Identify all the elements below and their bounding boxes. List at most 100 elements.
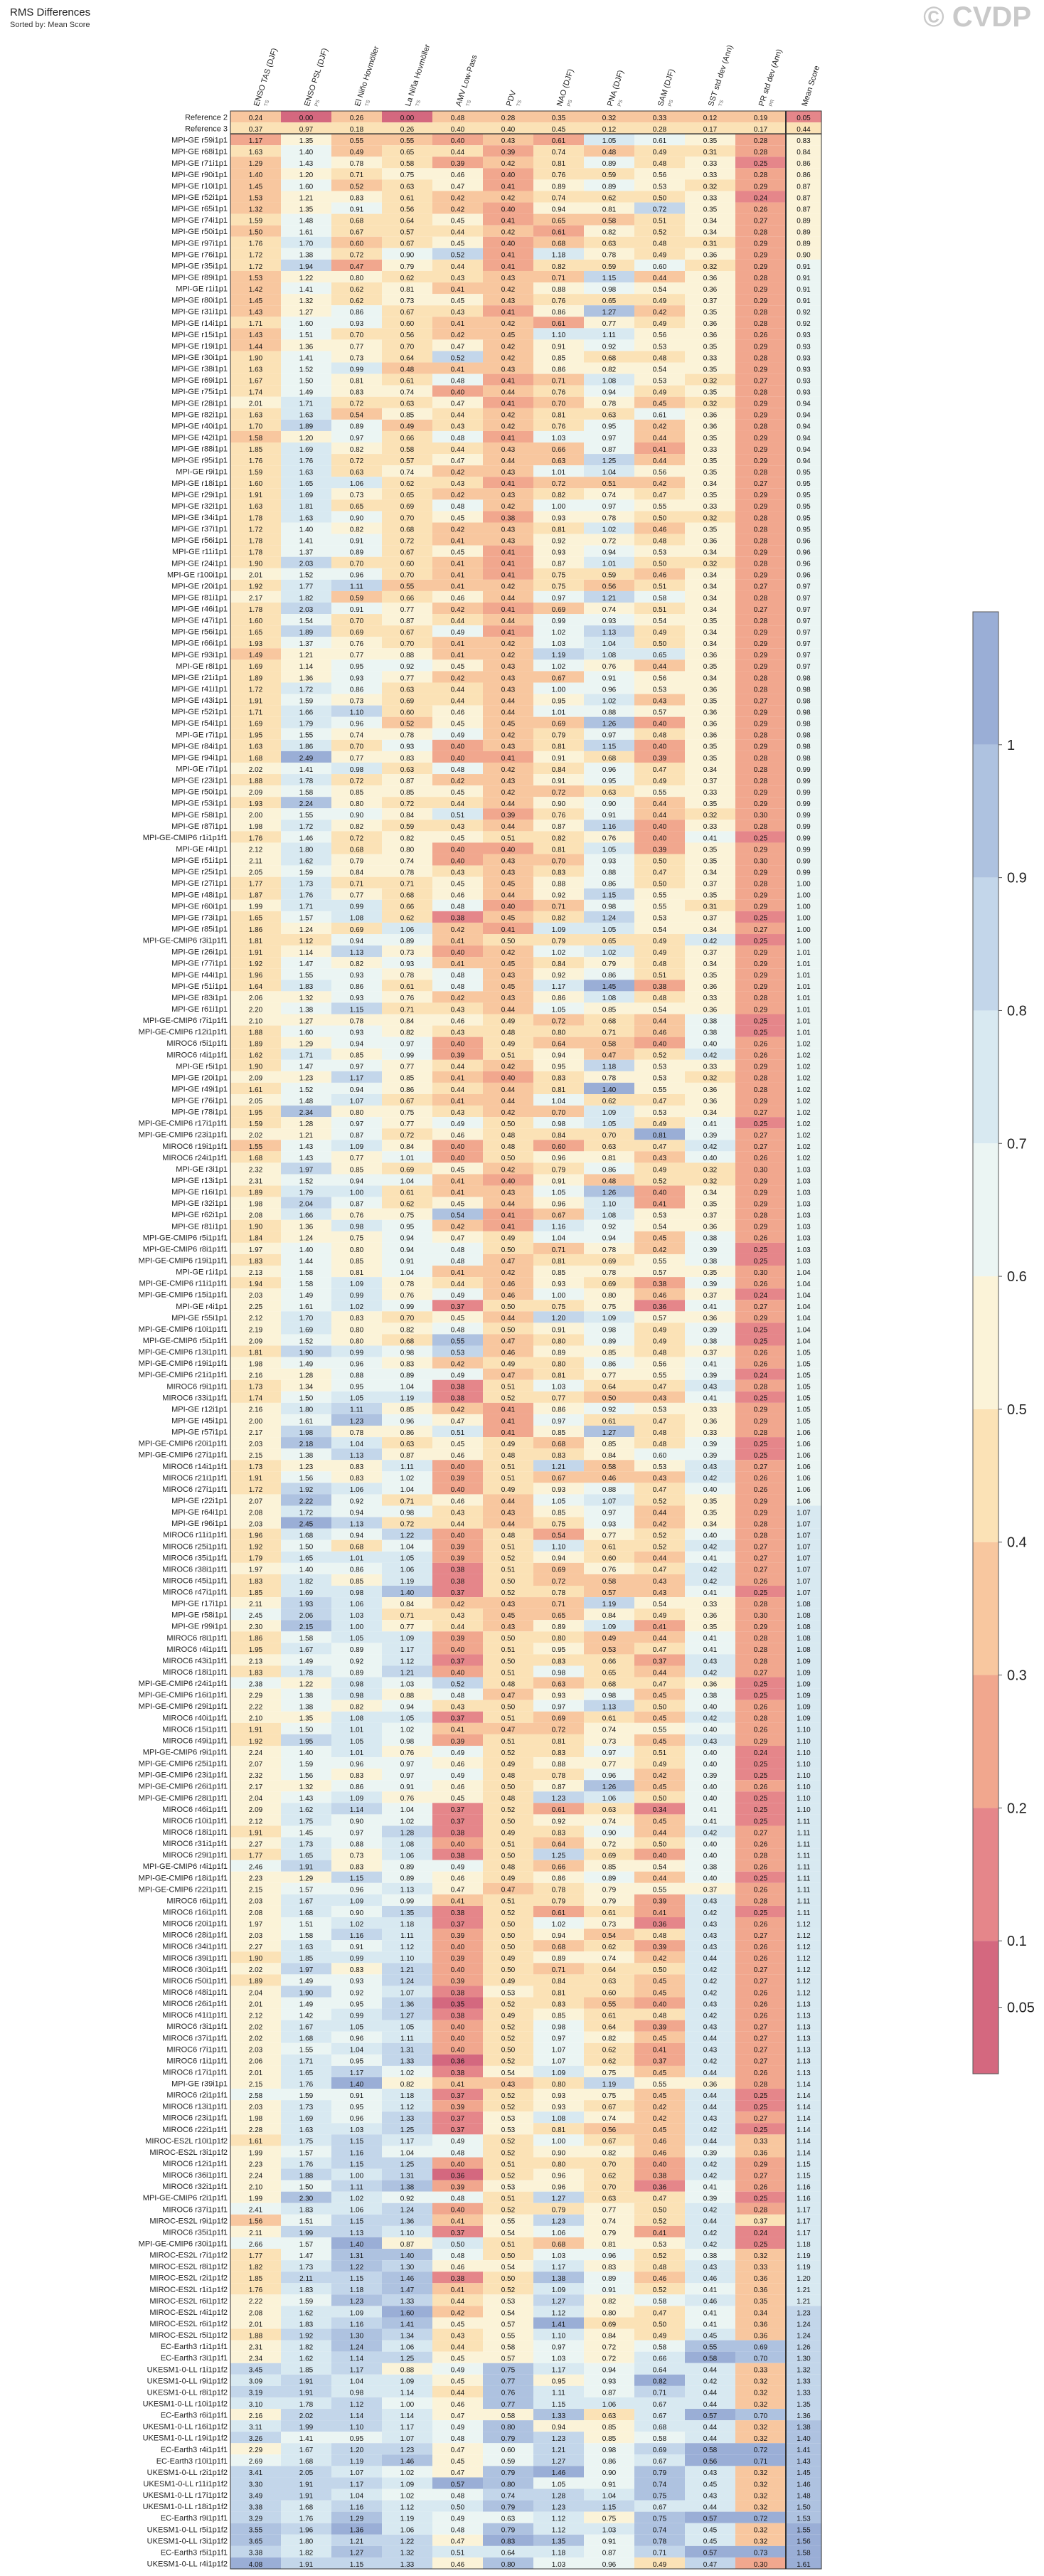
cell-value: 0.29 — [754, 401, 768, 408]
cell-value: 1.09 — [552, 926, 566, 934]
cell-value: 0.33 — [703, 446, 718, 454]
cell-value: 2.11 — [249, 2230, 262, 2237]
cell-value: 0.33 — [754, 2264, 768, 2272]
heatmap-cell — [230, 603, 281, 615]
cell-value: 0.97 — [350, 1120, 364, 1128]
cell-value: 0.95 — [350, 2058, 364, 2066]
cell-value: 0.44 — [653, 1829, 667, 1837]
cell-value: 0.66 — [400, 903, 415, 911]
cell-value: 1.10 — [797, 1761, 811, 1769]
cell-value: 0.91 — [797, 286, 811, 294]
cell-value: 0.93 — [400, 743, 415, 751]
row-label: MPI-GE r4i1p1 — [176, 845, 228, 854]
cell-value: 0.27 — [754, 2024, 768, 2032]
heatmap-cell — [634, 157, 685, 169]
cell-value: 1.17 — [552, 983, 566, 991]
heatmap-cell — [281, 499, 331, 512]
cell-value: 0.43 — [653, 697, 667, 705]
cell-value: 1.73 — [299, 2264, 314, 2272]
heatmap-cell — [382, 168, 432, 180]
cell-value: 0.52 — [451, 1680, 465, 1688]
cell-value: 0.97 — [602, 1509, 617, 1517]
cell-value: 0.98 — [797, 743, 811, 751]
row-label: MPI-GE-CMIP6 r23i1p1f1 — [139, 1131, 228, 1140]
cell-value: 1.07 — [797, 1555, 811, 1563]
heatmap-cell — [685, 134, 735, 146]
cell-value: 0.27 — [754, 1132, 768, 1140]
cell-value: 0.50 — [501, 1120, 516, 1128]
cell-value: 0.28 — [754, 1898, 768, 1906]
cell-value: 0.86 — [350, 1567, 364, 1574]
cell-value: 1.74 — [249, 1395, 263, 1403]
cell-value: 0.44 — [451, 2343, 465, 2351]
cell-value: 1.32 — [299, 1783, 314, 1791]
cell-value: 0.28 — [501, 115, 516, 122]
cell-value: 0.77 — [400, 606, 415, 614]
cell-value: 0.42 — [501, 652, 516, 659]
row-label: UKESM1-0-LL r8i1p1f2 — [147, 2388, 228, 2397]
cell-value: 0.34 — [703, 572, 718, 580]
cell-value: 1.03 — [797, 1224, 811, 1231]
cell-value: 0.50 — [653, 1795, 667, 1803]
cell-value: 0.85 — [552, 1509, 566, 1517]
cell-value: 2.06 — [299, 1612, 314, 1620]
heatmap-cell — [483, 145, 533, 157]
cell-value: 0.40 — [501, 171, 516, 179]
cell-value: 0.73 — [350, 354, 364, 362]
row-label: MPI-GE r32i1p1 — [171, 502, 228, 511]
cell-value: 1.03 — [797, 1189, 811, 1197]
heatmap-cell — [432, 225, 483, 237]
heatmap-cell — [584, 499, 634, 512]
cell-value: 0.78 — [602, 1246, 617, 1254]
cell-value: 1.35 — [299, 1715, 314, 1723]
cell-value: 1.70 — [299, 1315, 314, 1323]
cell-value: 1.28 — [400, 1829, 415, 1837]
row-label: MPI-GE r3i1p1 — [176, 1165, 228, 1174]
cell-value: 1.59 — [299, 2298, 314, 2306]
cell-value: 1.03 — [797, 1166, 811, 1174]
cell-value: 1.02 — [797, 1143, 811, 1151]
cell-value: 0.44 — [451, 800, 465, 808]
cell-value: 0.67 — [552, 1475, 566, 1483]
cell-value: 0.67 — [400, 240, 415, 248]
row-label: MPI-GE r48i1p1 — [171, 891, 228, 899]
cell-value: 0.99 — [797, 812, 811, 820]
cell-value: 1.89 — [249, 1978, 263, 1986]
cell-value: 0.82 — [350, 446, 364, 454]
cell-value: 0.35 — [703, 972, 718, 980]
cell-value: 0.28 — [754, 561, 768, 568]
cell-value: 1.49 — [299, 1292, 314, 1300]
cell-value: 0.87 — [350, 1132, 364, 1140]
cell-value: 0.61 — [602, 1909, 617, 1917]
cell-value: 0.80 — [350, 1109, 364, 1117]
cell-value: 0.64 — [653, 2367, 667, 2375]
cell-value: 1.02 — [797, 1109, 811, 1117]
cell-value: 0.76 — [400, 1749, 415, 1757]
cell-value: 1.66 — [299, 709, 314, 716]
cell-value: 0.42 — [653, 480, 667, 488]
cell-value: 0.98 — [602, 286, 617, 294]
cell-value: 0.94 — [350, 1041, 364, 1049]
cell-value: 0.42 — [501, 1166, 516, 1174]
cell-value: 0.48 — [451, 903, 465, 911]
heatmap-cell — [230, 499, 281, 512]
heatmap-cell — [382, 339, 432, 351]
heatmap-cell — [685, 157, 735, 169]
cell-value: 0.52 — [501, 1909, 516, 1917]
heatmap-cell — [685, 625, 735, 637]
cell-value: 0.45 — [653, 2069, 667, 2077]
cell-value: 1.76 — [249, 834, 263, 842]
cell-value: 0.29 — [754, 435, 768, 442]
cell-value: 0.30 — [754, 1612, 768, 1620]
cell-value: 1.03 — [552, 640, 566, 648]
cell-value: 0.36 — [703, 652, 718, 659]
cell-value: 1.80 — [299, 1406, 314, 1414]
cell-value: 0.44 — [451, 697, 465, 705]
cell-value: 0.57 — [501, 2355, 516, 2363]
cell-value: 1.76 — [299, 2081, 314, 2089]
cell-value: 0.61 — [400, 194, 415, 202]
cell-value: 1.72 — [249, 252, 263, 260]
cell-value: 0.94 — [797, 423, 811, 431]
heatmap-cell — [786, 362, 821, 374]
cell-value: 0.63 — [400, 401, 415, 408]
